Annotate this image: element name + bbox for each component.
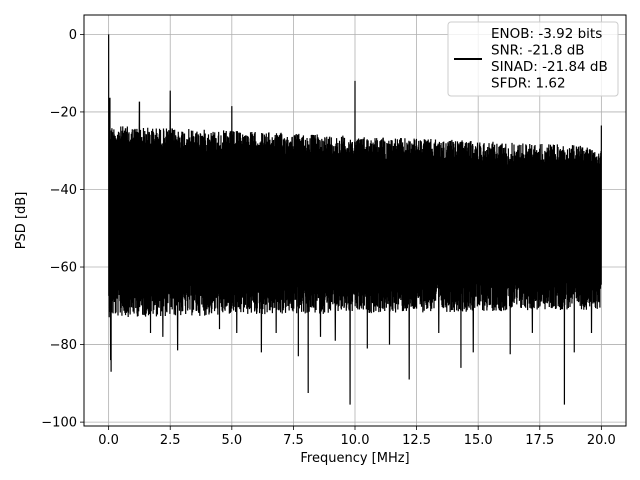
x-tick-label: 12.5 [402,433,431,448]
y-axis-label: PSD [dB] [14,192,29,250]
y-tick-label: −40 [50,183,77,198]
x-axis-ticks: 0.0 2.5 5.0 7.5 10.0 12.5 15.0 17.5 20.0 [98,426,616,448]
x-tick-label: 0.0 [98,433,119,448]
y-tick-label: −100 [41,416,77,431]
x-tick-label: 5.0 [221,433,242,448]
legend-sfdr: SFDR: 1.62 [491,76,566,92]
y-tick-label: −80 [50,338,77,353]
legend-enob: ENOB: -3.92 bits [491,26,602,42]
x-tick-label: 10.0 [341,433,370,448]
y-axis-ticks: 0 −20 −40 −60 −80 −100 [41,28,84,431]
psd-series-line [108,34,602,405]
x-tick-label: 15.0 [464,433,493,448]
legend: ENOB: -3.92 bits SNR: -21.8 dB SINAD: -2… [447,21,619,97]
y-tick-label: −60 [50,261,77,276]
x-tick-label: 7.5 [283,433,304,448]
y-tick-label: −20 [50,105,77,120]
legend-box [447,21,619,97]
x-axis-label: Frequency [MHz] [300,451,409,466]
y-tick-label: 0 [69,28,77,43]
psd-trace [108,34,602,405]
legend-sinad: SINAD: -21.84 dB [491,59,608,75]
legend-snr: SNR: -21.8 dB [491,43,585,59]
x-tick-label: 2.5 [160,433,181,448]
x-tick-label: 20.0 [587,433,616,448]
x-tick-label: 17.5 [525,433,554,448]
